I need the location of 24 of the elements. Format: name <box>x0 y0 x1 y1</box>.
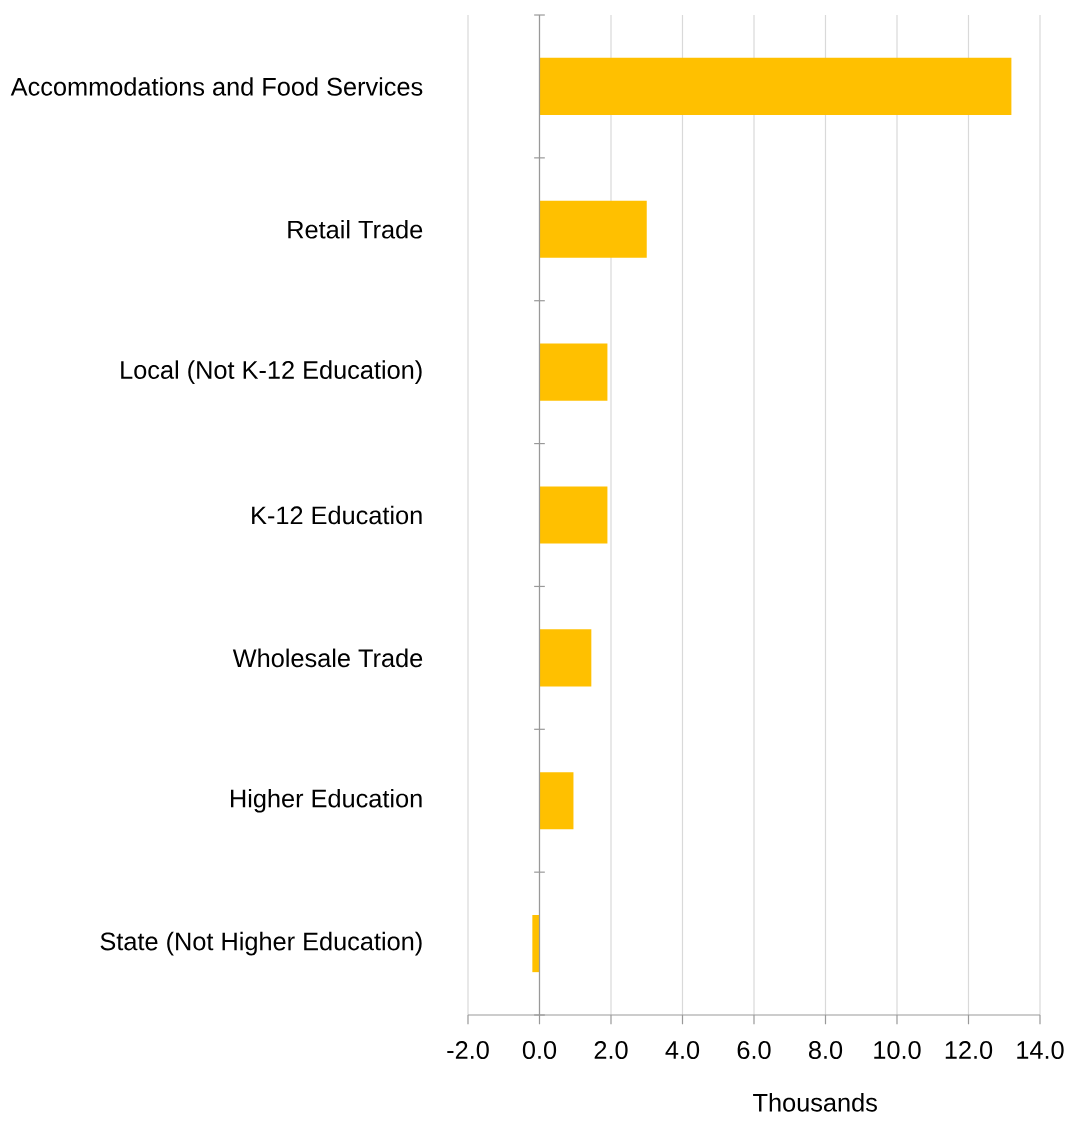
bar <box>539 57 1012 116</box>
x-tick-label: 6.0 <box>737 1041 771 1059</box>
y-tick-label: Wholesale Trade <box>232 648 423 668</box>
bar <box>539 629 592 687</box>
x-tick-label: 14.0 <box>1017 1041 1064 1059</box>
y-tick-label: Higher Education <box>230 788 422 813</box>
x-tick-label: 2.0 <box>594 1041 628 1059</box>
x-tick-label: 10.0 <box>874 1041 921 1059</box>
y-tick-label: K-12 Education <box>252 505 422 525</box>
x-tick-label: 8.0 <box>808 1041 843 1059</box>
x-tick-label: 0.0 <box>522 1041 557 1059</box>
y-tick-label: Accommodations and Food Services <box>10 77 423 96</box>
x-tick-label: 12.0 <box>945 1041 993 1059</box>
y-tick-label: Local (Not K-12 Education) <box>121 360 422 384</box>
y-tick-label: State (Not Higher Education) <box>100 931 422 956</box>
y-tick-label: Retail Trade <box>288 219 423 239</box>
x-axis-title: Thousands <box>753 1093 877 1112</box>
x-tick-label: -2.0 <box>447 1041 489 1059</box>
bar <box>539 343 608 401</box>
bar <box>539 200 647 258</box>
bar <box>539 772 574 830</box>
bar <box>539 486 608 544</box>
x-tick-label: 4.0 <box>665 1041 700 1059</box>
bar <box>532 915 540 973</box>
